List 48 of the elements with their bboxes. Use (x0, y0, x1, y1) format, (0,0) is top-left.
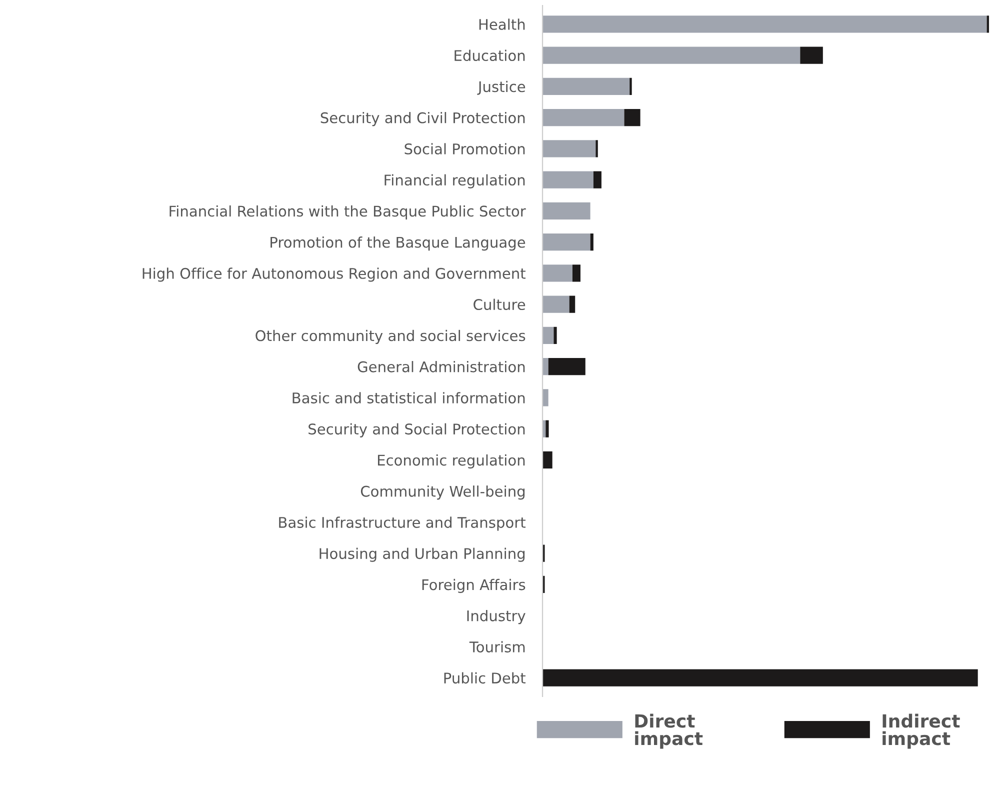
bar (542, 46, 800, 64)
y-tick-label: Basic Infrastructure and Transport (279, 516, 526, 531)
bar (542, 669, 978, 686)
bar (546, 420, 549, 438)
bar (542, 234, 590, 251)
y-tick-label: Security and Social Protection (308, 423, 525, 438)
y-tick-label: Basic and statistical information (292, 392, 525, 404)
y-tick-label: Financial regulation (384, 174, 525, 188)
y-tick-label: Education (454, 50, 525, 62)
bar (542, 264, 572, 282)
bar (542, 326, 554, 344)
y-tick-label: Financial Relations with the Basque Public Sector (170, 205, 526, 220)
bar (542, 389, 548, 406)
bar (590, 234, 594, 251)
bar (542, 171, 594, 188)
legend-label: Direct impact (635, 714, 703, 749)
bar (569, 296, 576, 313)
bar (624, 109, 640, 126)
y-tick-label: Security and Civil Protection (320, 112, 525, 126)
y-tick-label: Housing and Urban Planning (320, 548, 525, 562)
bar (542, 358, 548, 376)
bar (542, 451, 552, 468)
bar (542, 140, 596, 158)
y-tick-label: Other community and social services (256, 330, 526, 344)
y-tick-label: High Office for Autonomous Region and Government (142, 268, 526, 282)
bar (542, 296, 570, 313)
y-tick-label: Social Promotion (404, 143, 525, 154)
y-tick-label: Industry (467, 610, 526, 624)
y-tick-label: Tourism (469, 641, 525, 652)
bar (542, 78, 630, 95)
bar (542, 109, 624, 126)
y-tick-label: Health (479, 18, 525, 30)
y-tick-label: Promotion of the Basque Language (270, 236, 526, 251)
y-tick-label: Justice (477, 80, 526, 95)
y-tick-label: Community Well-being (360, 486, 525, 500)
bar (800, 46, 823, 64)
bar (548, 358, 586, 376)
bar (554, 326, 557, 344)
bar (593, 171, 602, 188)
y-tick-label: Foreign Affairs (422, 578, 526, 594)
y-tick-label: Public Debt (444, 672, 526, 684)
bar (542, 202, 590, 220)
bar (542, 16, 987, 33)
y-tick-label: General Administration (358, 361, 525, 372)
y-tick-label: Economic regulation (378, 454, 525, 469)
legend-label: Indirect impact (882, 714, 960, 749)
bar (572, 264, 580, 282)
y-tick-label: Culture (474, 298, 526, 310)
